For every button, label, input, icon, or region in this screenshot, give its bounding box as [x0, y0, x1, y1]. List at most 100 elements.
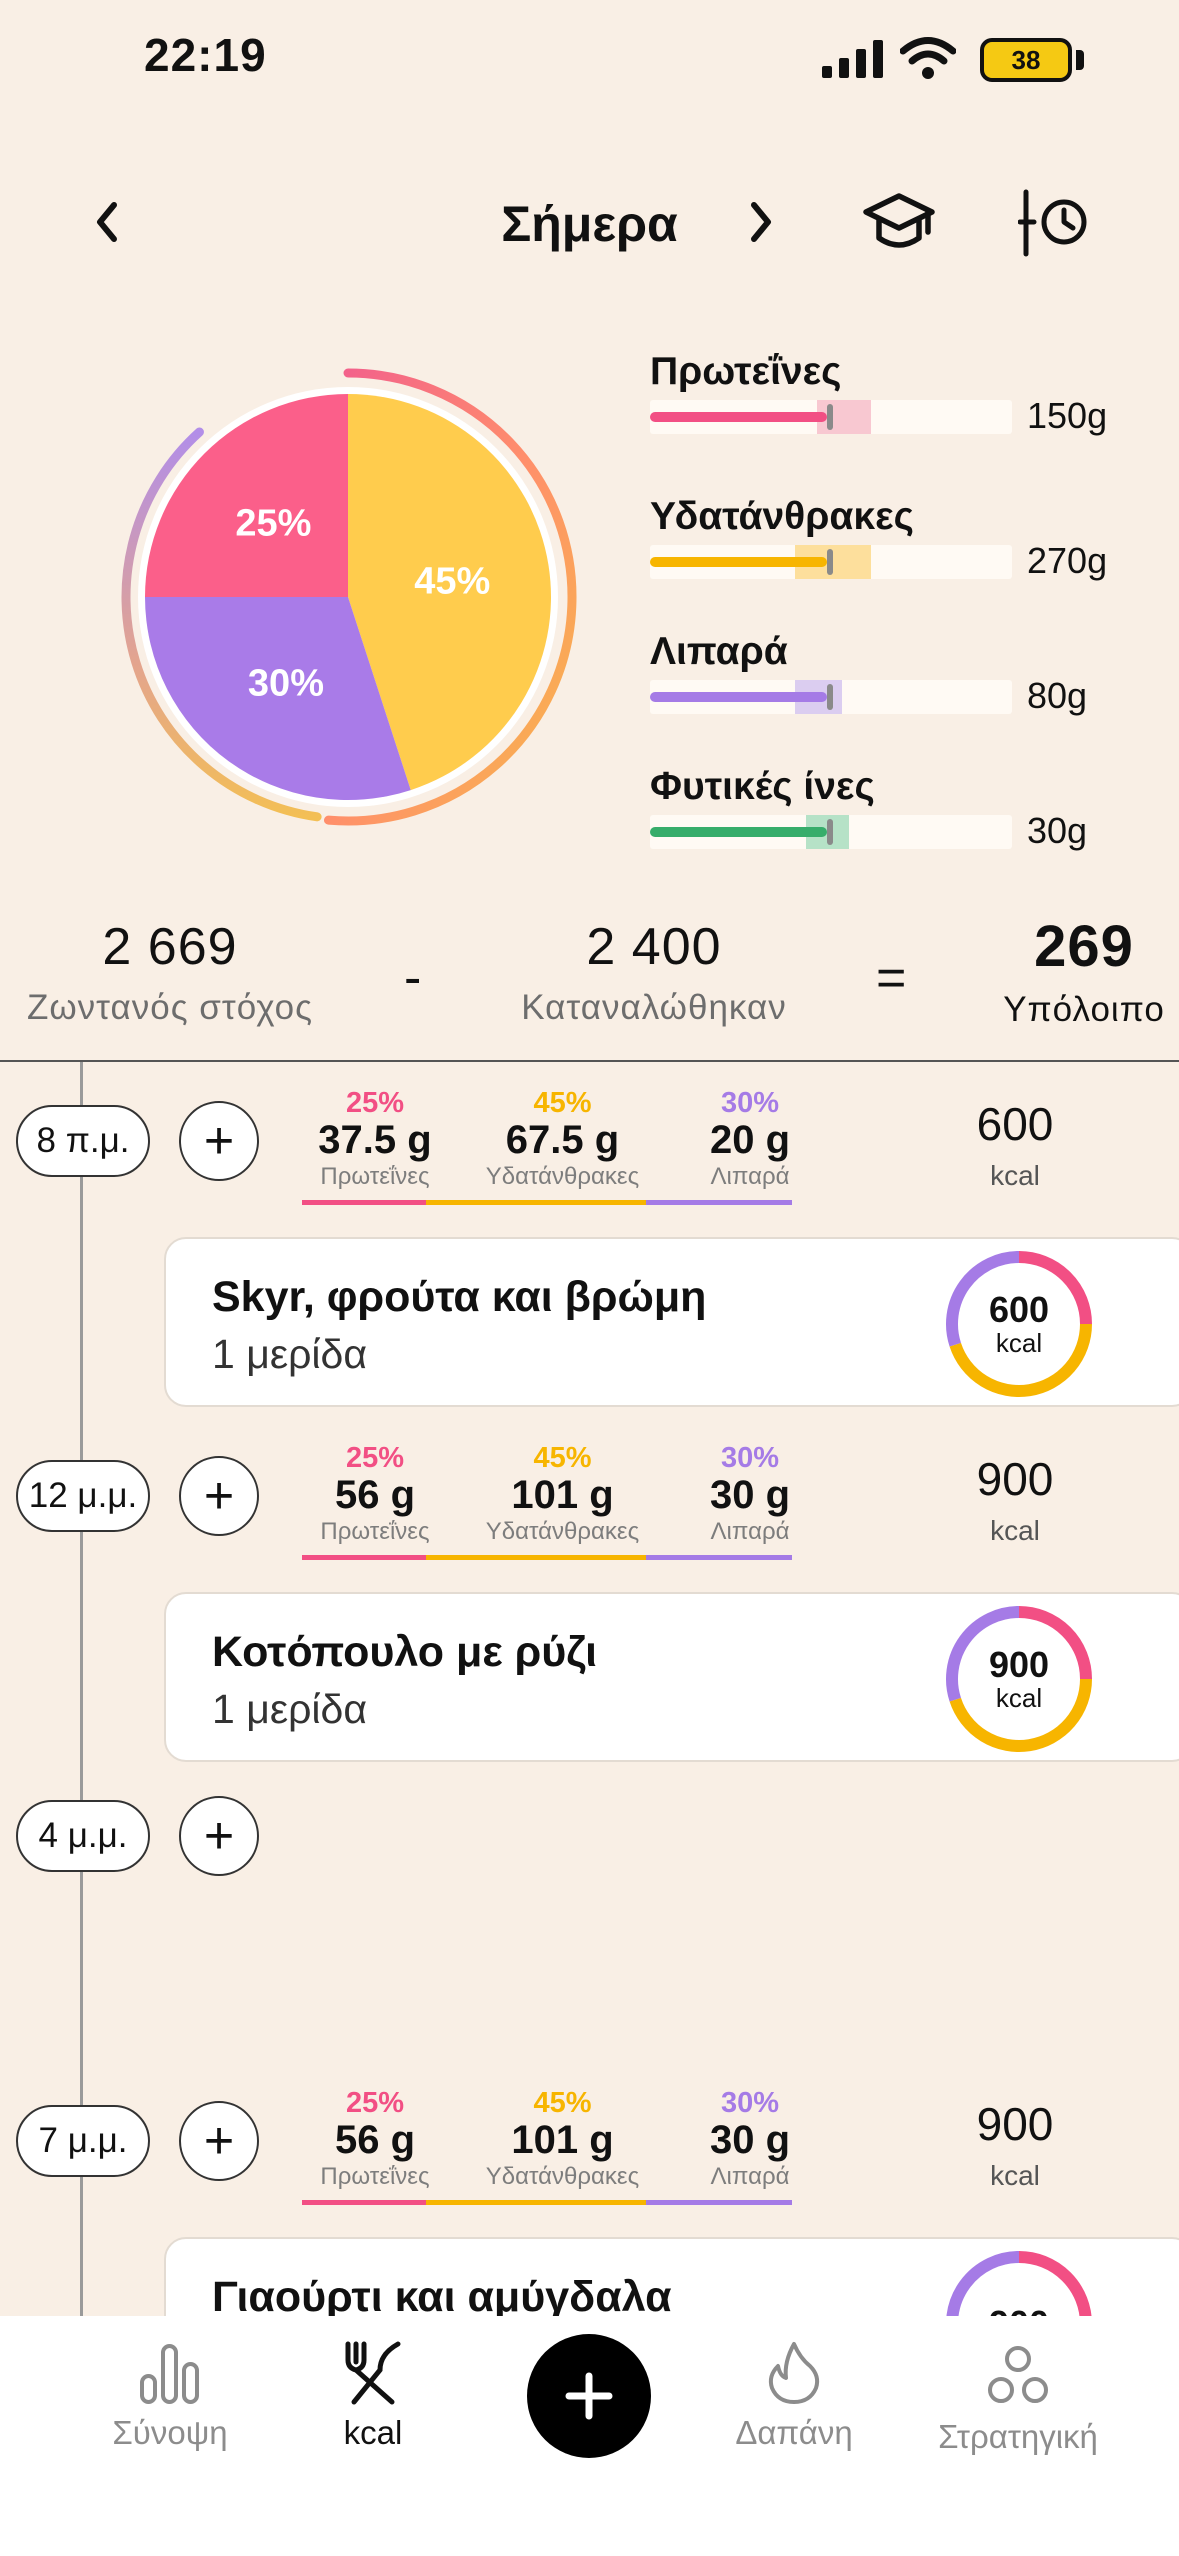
macro-progress-bar [650, 545, 1012, 579]
carbs-grams: 67.5 g [505, 1118, 620, 1162]
battery-level: 38 [1011, 44, 1041, 75]
add-food-button[interactable]: + [179, 1456, 259, 1536]
fat-name: Λιπαρά [710, 1518, 790, 1545]
pie-slice-1 [145, 597, 411, 800]
goal-progress-ring [323, 368, 577, 826]
macro-pie-chart: 45% 30% 25% [121, 368, 577, 826]
protein-underline [302, 1200, 426, 1205]
carbs-column: 45% 101 g Υδατάνθρακες [470, 2087, 655, 2191]
carbs-grams: 101 g [511, 2118, 614, 2162]
macro-target-marker [827, 404, 834, 430]
protein-arc [1018, 1606, 1092, 1680]
macro-target-marker [827, 819, 834, 845]
slot-kcal-unit: kcal [990, 1160, 1040, 1191]
slot-kcal-value: 900 [976, 1453, 1054, 1505]
fat-arc [946, 1251, 1020, 1347]
meal-kcal-value: 900 [988, 1643, 1050, 1685]
time-slot-pill[interactable]: 12 μ.μ. [16, 1460, 150, 1532]
protein-percent: 25% [345, 1087, 405, 1119]
nav-expenditure-label: Δαπάνη [735, 2414, 853, 2451]
nav-kcal[interactable]: kcal [293, 2340, 453, 2452]
pie-slice-label-0: 45% [414, 560, 490, 602]
macro-target-marker [827, 684, 834, 710]
nav-expenditure[interactable]: Δαπάνη [714, 2340, 874, 2452]
macro-progress-fill [650, 827, 828, 837]
macro-progress-bar [650, 815, 1012, 849]
cellular-signal-icon [822, 40, 883, 78]
equals-sign: = [876, 949, 907, 1007]
carbs-column: 45% 101 g Υδατάνθρακες [470, 1442, 655, 1546]
meal-card[interactable]: Skyr, φρούτα και βρώμη 1 μερίδα 600 kcal [164, 1237, 1179, 1407]
meal-kcal-value: 600 [988, 1288, 1050, 1330]
carbs-grams: 101 g [511, 1473, 614, 1517]
protein-grams: 56 g [334, 2118, 416, 2162]
nav-overview[interactable]: Σύνοψη [90, 2340, 250, 2452]
meal-portion: 1 μερίδα [212, 1331, 368, 1377]
three-circles-icon [988, 2346, 1048, 2403]
fat-column: 30% 20 g Λιπαρά [670, 1087, 830, 1191]
chevron-left-icon[interactable] [92, 200, 122, 244]
graduation-cap-icon[interactable] [862, 190, 936, 254]
protein-column: 25% 56 g Πρωτεΐνες [300, 2087, 450, 2191]
battery-indicator: 38 [980, 38, 1072, 82]
macro-progress-bar [650, 400, 1012, 434]
remaining-value: 269 [1034, 914, 1134, 979]
carbs-arc [949, 1323, 1092, 1397]
macro-label: Λιπαρά [650, 630, 788, 673]
fat-underline [646, 1200, 792, 1205]
macro-target-marker [827, 549, 834, 575]
carbs-percent: 45% [533, 1442, 592, 1474]
fat-percent: 30% [720, 1087, 780, 1119]
meal-ring-label: 900 kcal [944, 1604, 1094, 1754]
meal-macro-ring [946, 1251, 1092, 1397]
macro-value: 80g [1027, 675, 1088, 716]
fat-grams: 30 g [709, 2118, 791, 2162]
meal-kcal-unit: kcal [995, 1682, 1043, 1713]
fat-underline [646, 2200, 792, 2205]
pie-slice-label-1: 30% [248, 662, 324, 704]
time-slot-pill[interactable]: 8 π.μ. [16, 1105, 150, 1177]
live-target-label: Ζωντανός στόχος [26, 988, 314, 1027]
time-slot-pill[interactable]: 7 μ.μ. [16, 2105, 150, 2177]
slot-kcal-unit: kcal [990, 2160, 1040, 2191]
fat-percent: 30% [720, 1442, 780, 1474]
macro-value: 270g [1027, 540, 1108, 581]
battery-nub [1076, 50, 1084, 70]
carbs-underline [426, 1555, 646, 1560]
add-food-button[interactable]: + [179, 1796, 259, 1876]
protein-grams: 37.5 g [318, 1118, 432, 1162]
protein-arc [1018, 1251, 1092, 1325]
meal-card[interactable]: Κοτόπουλο με ρύζι 1 μερίδα 900 kcal [164, 1592, 1179, 1762]
live-target-value: 2 669 [102, 918, 238, 976]
carbs-percent: 45% [533, 2087, 592, 2119]
consumed-label: Καταναλώθηκαν [521, 988, 787, 1027]
carbs-column: 45% 67.5 g Υδατάνθρακες [470, 1087, 655, 1191]
macro-progress-fill [650, 692, 828, 702]
page-title: Σήμερα [501, 196, 678, 252]
timeline-clock-icon[interactable] [1018, 186, 1090, 258]
nav-strategy[interactable]: Στρατηγική [912, 2344, 1124, 2456]
protein-name: Πρωτεΐνες [320, 1518, 430, 1545]
nav-strategy-label: Στρατηγική [938, 2418, 1098, 2455]
status-time: 22:19 [144, 29, 267, 81]
meal-macro-ring [946, 1606, 1092, 1752]
meal-kcal-unit: kcal [995, 1327, 1043, 1358]
carbs-percent: 45% [533, 1087, 592, 1119]
macro-label: Φυτικές ίνες [650, 765, 875, 808]
consumed-value: 2 400 [586, 918, 722, 976]
protein-name: Πρωτεΐνες [320, 1163, 430, 1190]
fat-underline [646, 1555, 792, 1560]
add-food-button[interactable]: + [179, 2101, 259, 2181]
add-button[interactable] [527, 2334, 651, 2458]
chevron-right-icon[interactable] [746, 200, 776, 244]
add-food-button[interactable]: + [179, 1101, 259, 1181]
fork-knife-icon [345, 2341, 401, 2405]
fat-name: Λιπαρά [710, 1163, 790, 1190]
protein-name: Πρωτεΐνες [320, 2163, 430, 2190]
fat-percent: 30% [720, 2087, 780, 2119]
macro-value: 30g [1027, 810, 1088, 851]
carbs-underline [426, 2200, 646, 2205]
macro-label: Υδατάνθρακες [650, 495, 914, 538]
time-slot-pill[interactable]: 4 μ.μ. [16, 1800, 150, 1872]
protein-column: 25% 56 g Πρωτεΐνες [300, 1442, 450, 1546]
